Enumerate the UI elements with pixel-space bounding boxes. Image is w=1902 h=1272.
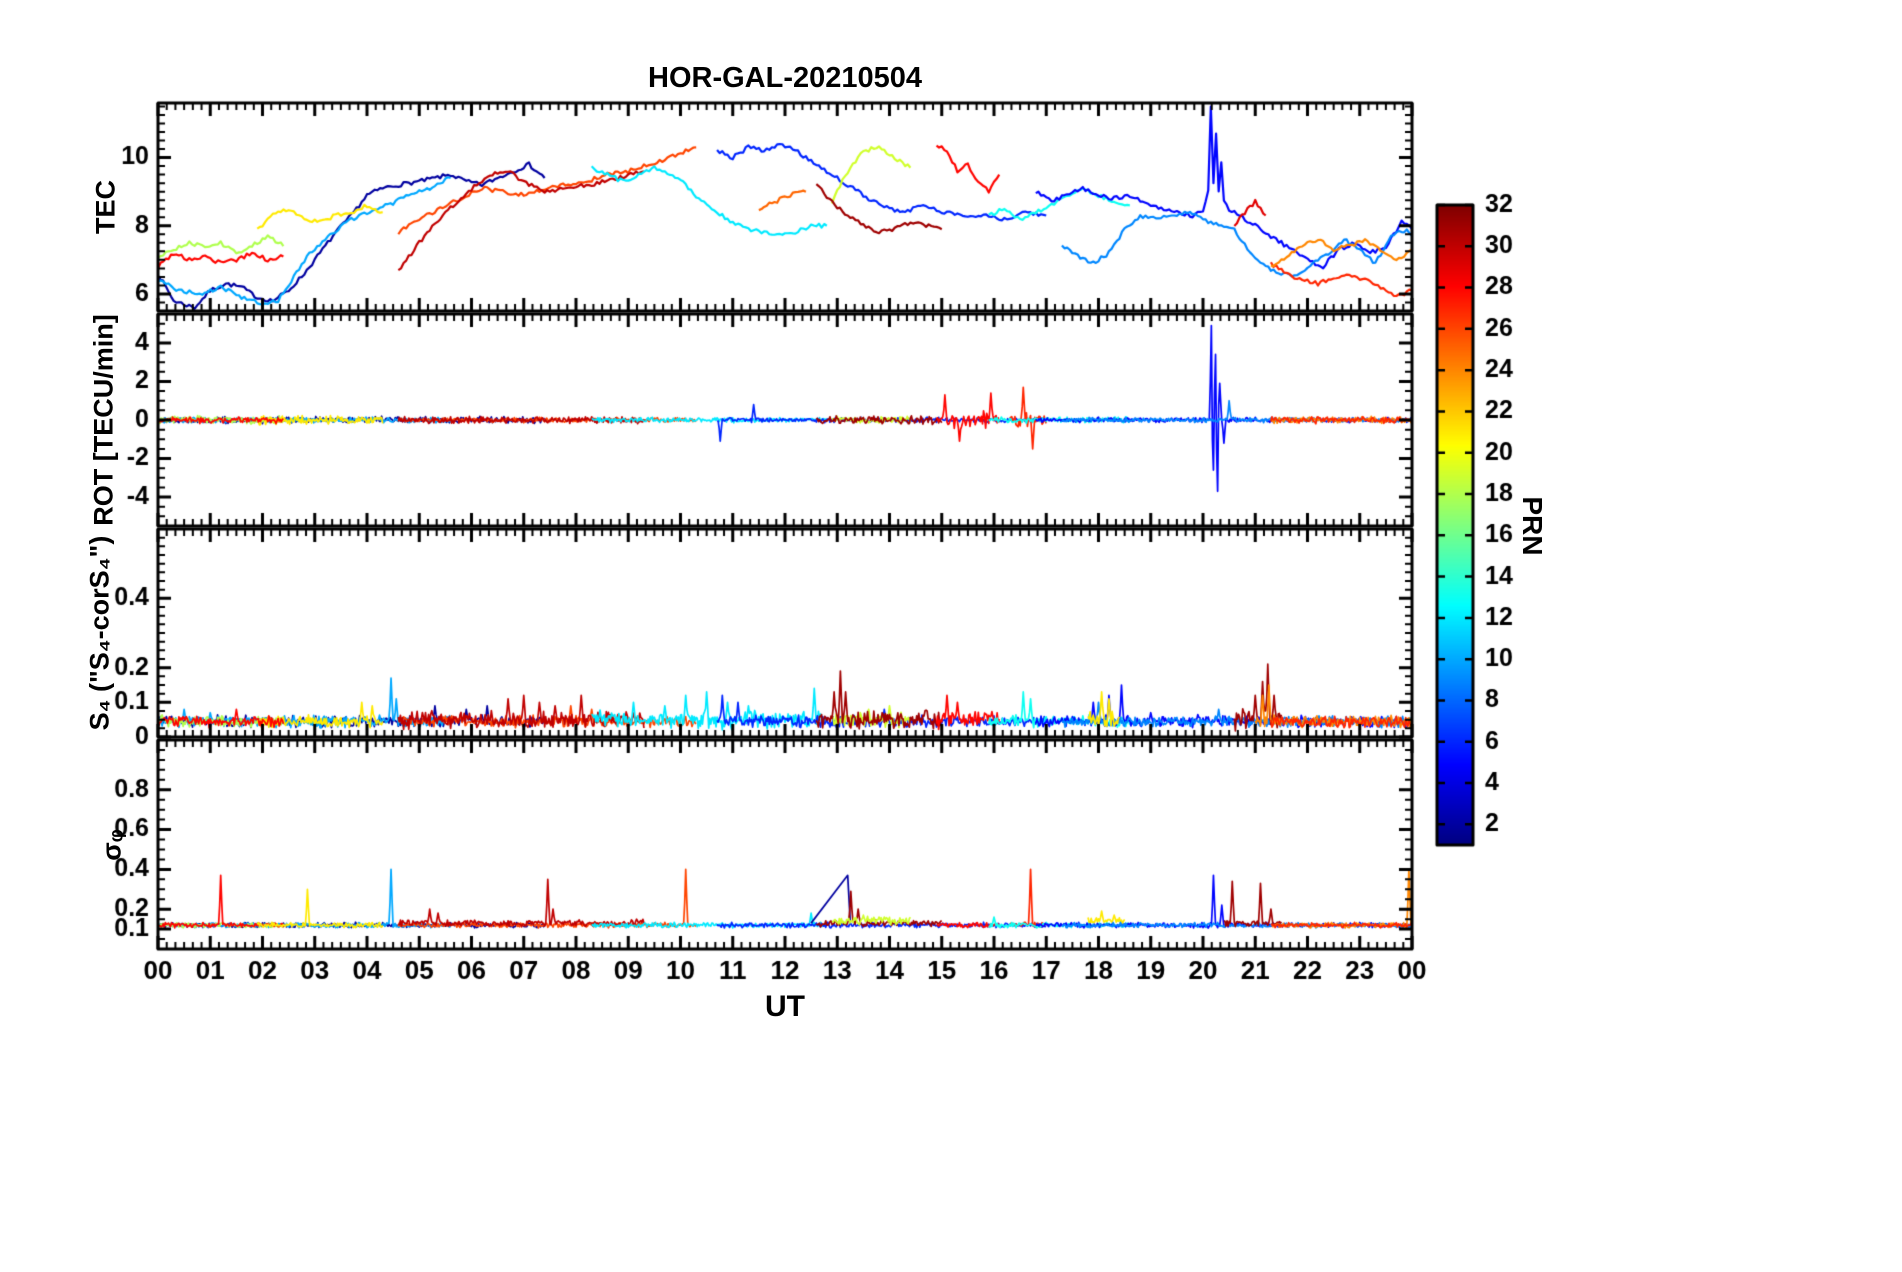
- ylabel-tec: TEC: [90, 180, 121, 234]
- colorbar-label-prn: PRN: [1517, 496, 1548, 556]
- chart-title: HOR-GAL-20210504: [648, 62, 922, 94]
- xlabel-ut: UT: [765, 990, 805, 1023]
- ylabel-sigma-phi: σᵩ: [96, 829, 127, 861]
- ylabel-s4: S₄ ("S₄-corS₄"): [84, 535, 115, 731]
- ylabel-rot: ROT [TECU/min]: [88, 314, 119, 526]
